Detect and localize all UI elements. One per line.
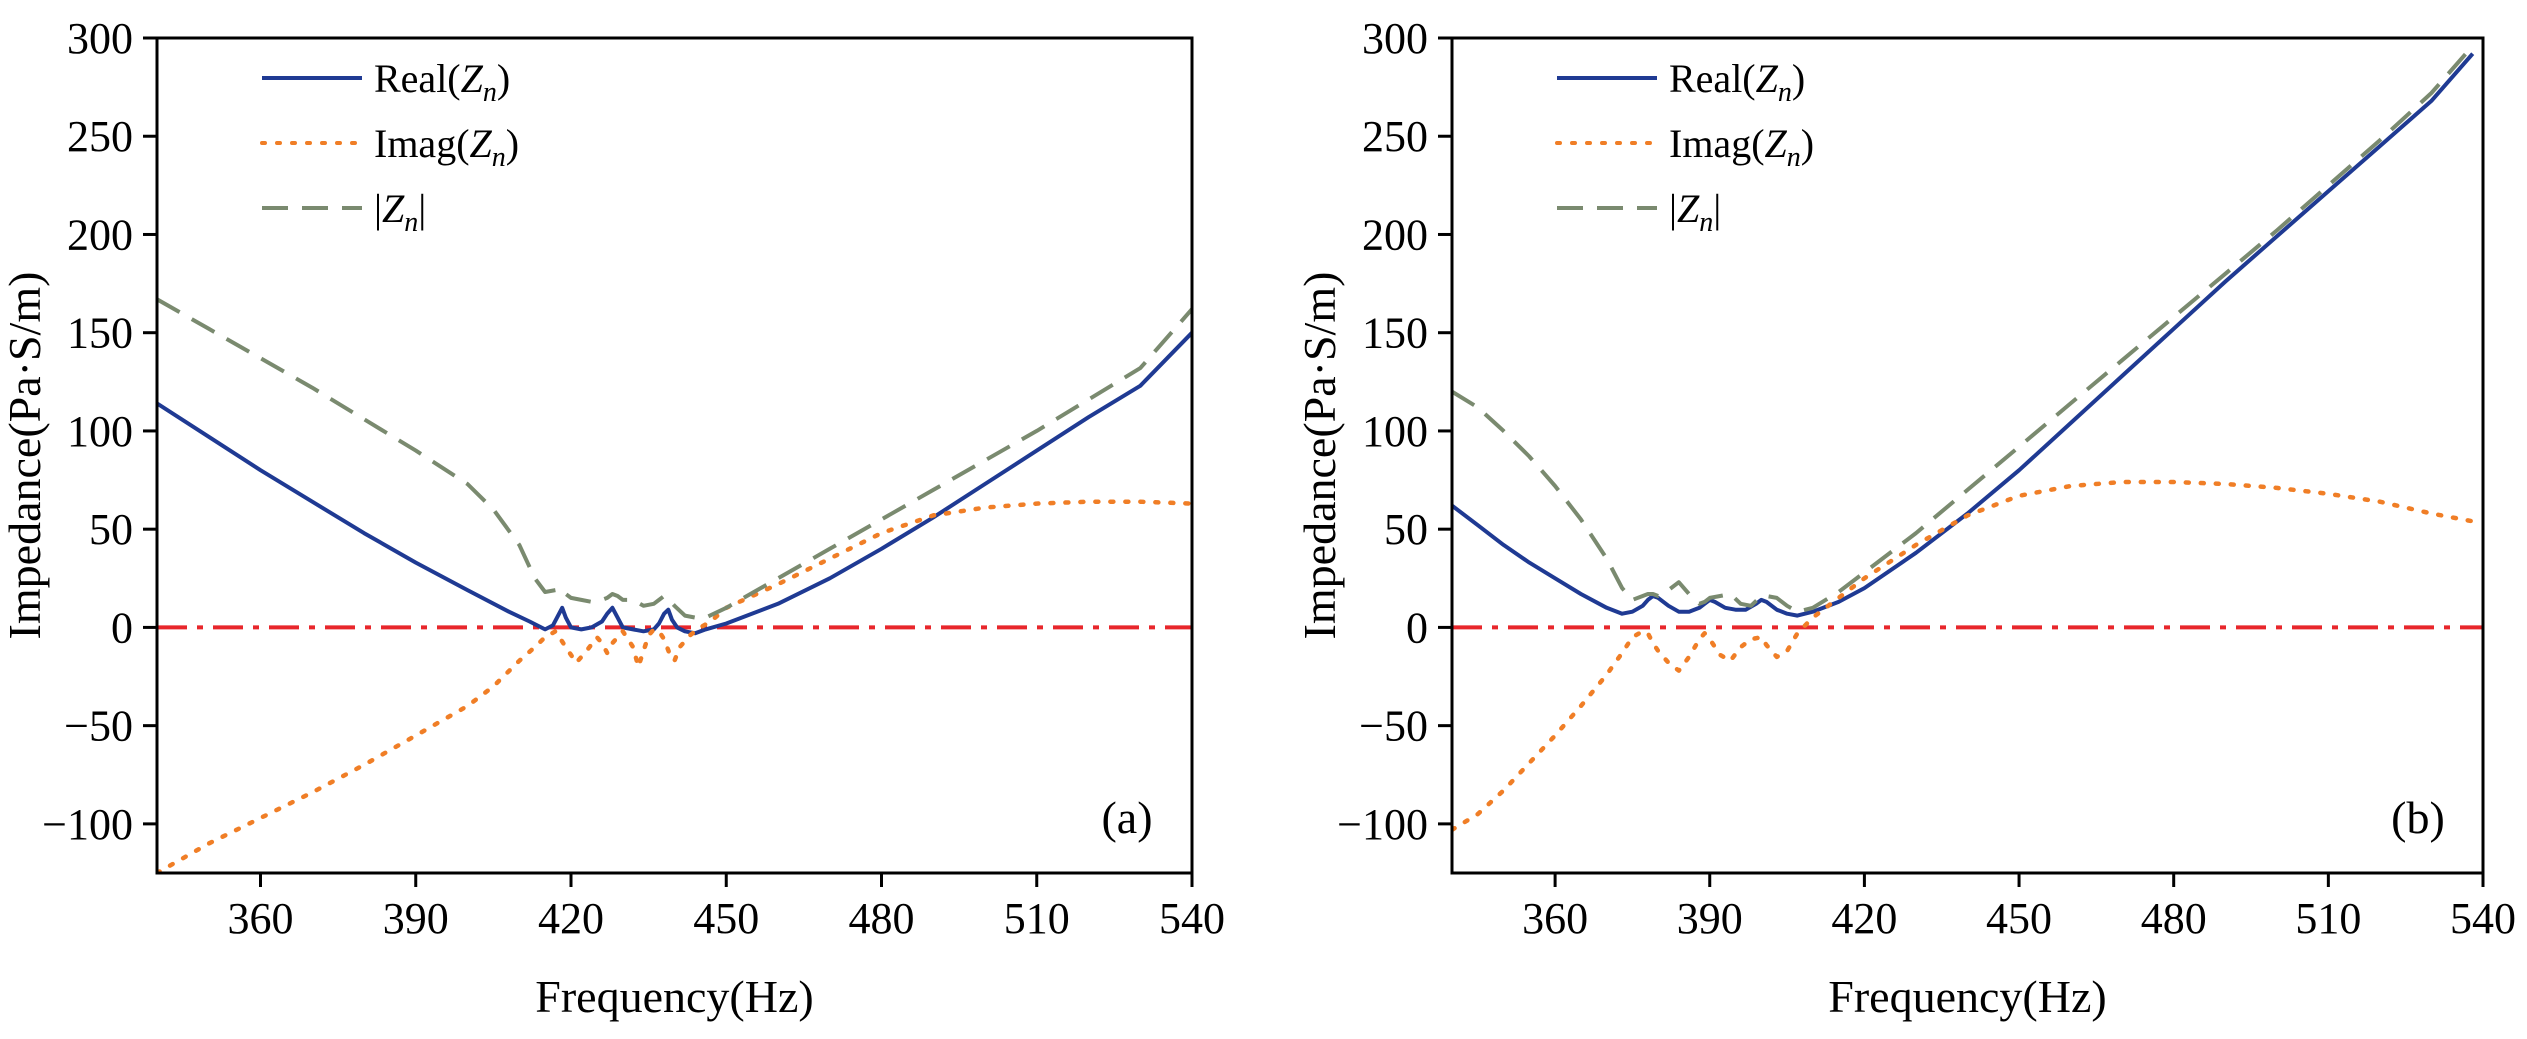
y-tick-label: 250 [1362,112,1428,161]
x-tick-label: 510 [1004,894,1070,943]
series-line-real [1452,52,2475,618]
x-tick-label: 390 [1677,894,1743,943]
legend-label: Real(Zn) [1669,56,1805,108]
legend-label: Imag(Zn) [374,121,519,173]
panel-a: 360 390 420 450 480 510 540 −100 −50 0 50 100 150 200… [0,14,1225,1022]
x-tick-label: 450 [693,894,759,943]
y-tick-label: 150 [1362,309,1428,358]
y-tick-label: −50 [1359,702,1428,751]
x-axis-title: Frequency(Hz) [535,971,813,1022]
y-tick-label: 50 [1384,505,1428,554]
legend-label: Imag(Zn) [1669,121,1814,173]
y-tick-label: 250 [67,112,133,161]
legend-label: |Zn| [1669,186,1721,238]
x-tick-label: 540 [2450,894,2516,943]
series-line-imag [1452,479,2475,833]
x-tick-label: 480 [2141,894,2207,943]
y-tick-label: 50 [89,505,133,554]
y-tick-label: 0 [1406,603,1428,652]
series-line-magnitude [157,297,1192,620]
x-axis-title: Frequency(Hz) [1828,971,2106,1022]
x-tick-label: 420 [1831,894,1897,943]
x-tick-label: 540 [1159,894,1225,943]
y-tick-label: 100 [1362,407,1428,456]
y-tick-label: 200 [67,210,133,259]
x-tick-label: 480 [849,894,915,943]
y-tick-label: 300 [1362,14,1428,63]
y-tick-label: 100 [67,407,133,456]
legend-label: Real(Zn) [374,56,510,108]
x-tick-label: 450 [1986,894,2052,943]
panel-label: (a) [1101,792,1152,843]
y-tick-label: −100 [42,800,133,849]
y-tick-label: 300 [67,14,133,63]
y-tick-label: 150 [67,309,133,358]
x-tick-label: 360 [228,894,294,943]
legend: Real(Zn) Imag(Zn) |Zn| [1555,56,1814,238]
legend: Real(Zn) Imag(Zn) |Zn| [260,56,519,238]
series-line-magnitude [1452,44,2475,614]
y-tick-label: −50 [64,702,133,751]
y-tick-label: −100 [1337,800,1428,849]
legend-label: |Zn| [374,186,426,238]
x-tick-label: 390 [383,894,449,943]
series-line-imag [157,499,1192,873]
y-tick-label: 0 [111,603,133,652]
series-line-real [157,331,1192,636]
panel-label: (b) [2391,792,2445,843]
y-axis-title: Impedance(Pa·S/m) [0,272,50,640]
plot-frame [155,36,1194,875]
y-axis-title: Impedance(Pa·S/m) [1294,272,1345,640]
x-tick-label: 360 [1522,894,1588,943]
x-tick-label: 420 [538,894,604,943]
x-tick-label: 510 [2295,894,2361,943]
plot-frame [1450,36,2485,875]
panel-b: 360 390 420 450 480 510 540 −100 −50 0 50 100 150 200… [1294,14,2516,1022]
y-tick-label: 200 [1362,210,1428,259]
